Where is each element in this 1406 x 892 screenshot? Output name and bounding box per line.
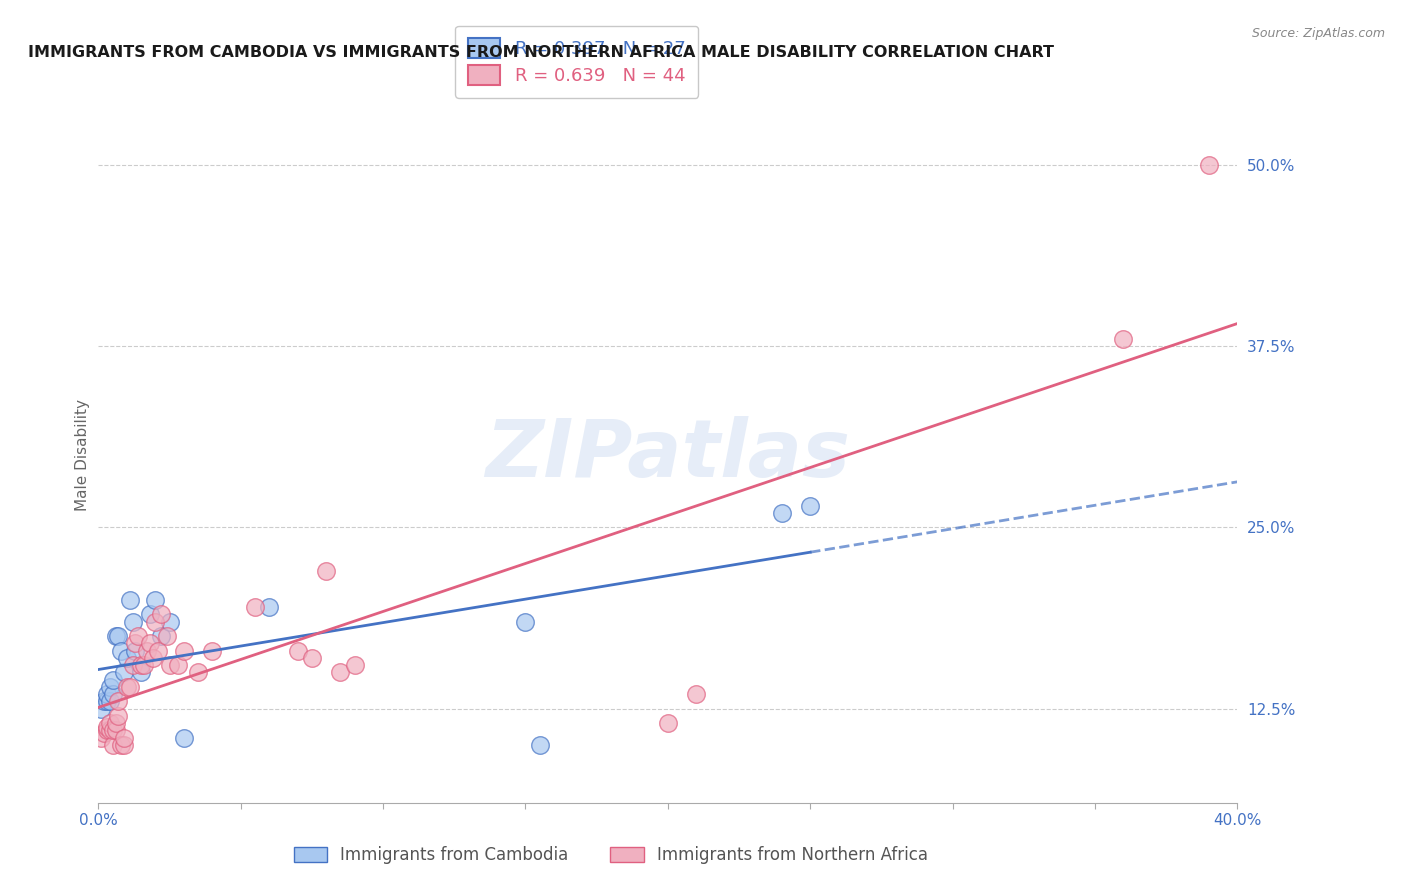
Point [101,723,124,738]
Point [121,658,143,673]
Point [1112,332,1135,346]
Point [173,643,195,657]
Point [148,643,170,657]
Point [96,687,118,701]
Point [107,629,129,643]
Point [107,694,129,708]
Point [150,607,173,622]
Point [124,643,146,657]
Point [529,738,551,752]
Point [127,629,149,643]
Point [98,694,121,708]
Point [112,731,135,745]
Point [104,716,127,731]
Point [156,629,179,643]
Point [93,726,115,740]
Point [141,651,163,665]
Point [90,731,112,745]
Text: IMMIGRANTS FROM CAMBODIA VS IMMIGRANTS FROM NORTHERN AFRICA MALE DISABILITY CORR: IMMIGRANTS FROM CAMBODIA VS IMMIGRANTS F… [28,45,1054,60]
Point [138,607,160,622]
Point [1198,158,1220,172]
Point [115,680,138,694]
Point [145,592,167,607]
Point [187,665,209,680]
Point [98,716,121,731]
Point [121,615,143,629]
Point [96,694,118,708]
Point [145,615,167,629]
Point [799,499,821,513]
Point [167,658,190,673]
Text: ZIPatlas: ZIPatlas [485,416,851,494]
Point [104,723,127,738]
Point [138,636,160,650]
Point [104,629,127,643]
Point [243,600,266,615]
Point [685,687,707,701]
Point [259,600,281,615]
Point [110,643,132,657]
Point [173,731,195,745]
Legend: Immigrants from Cambodia, Immigrants from Northern Africa: Immigrants from Cambodia, Immigrants fro… [287,839,935,871]
Point [101,738,124,752]
Point [112,665,135,680]
Point [118,592,141,607]
Point [132,658,155,673]
Point [329,665,352,680]
Point [159,615,181,629]
Point [110,738,132,752]
Point [150,629,173,643]
Point [118,680,141,694]
Point [90,701,112,715]
Point [93,694,115,708]
Point [770,506,793,520]
Point [101,687,124,701]
Point [129,658,152,673]
Point [96,723,118,738]
Point [124,636,146,650]
Point [315,564,337,578]
Point [287,643,309,657]
Point [515,615,537,629]
Point [98,680,121,694]
Text: Source: ZipAtlas.com: Source: ZipAtlas.com [1251,27,1385,40]
Y-axis label: Male Disability: Male Disability [75,399,90,511]
Point [96,721,118,735]
Point [112,738,135,752]
Point [129,665,152,680]
Point [343,658,366,673]
Point [657,716,679,731]
Point [115,651,138,665]
Point [159,658,181,673]
Point [101,673,124,687]
Point [201,643,224,657]
Point [107,708,129,723]
Point [98,723,121,738]
Point [301,651,323,665]
Point [135,643,157,657]
